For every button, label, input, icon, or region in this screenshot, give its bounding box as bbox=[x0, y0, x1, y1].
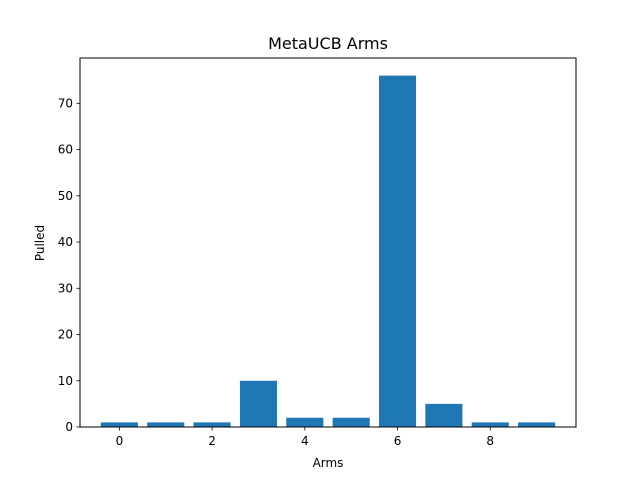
y-tick-label: 20 bbox=[58, 328, 73, 342]
y-ticks-group: 0 10 20 30 40 50 60 70 bbox=[58, 96, 80, 434]
y-tick-label: 30 bbox=[58, 281, 73, 295]
x-tick-label: 2 bbox=[208, 434, 216, 448]
x-tick-label: 0 bbox=[116, 434, 124, 448]
bar-arm-7 bbox=[425, 403, 463, 427]
bar-arm-3 bbox=[239, 380, 278, 427]
bar-arm-5 bbox=[332, 417, 370, 427]
y-tick-label: 60 bbox=[58, 143, 73, 157]
bar-arm-6 bbox=[378, 75, 417, 428]
y-tick-label: 10 bbox=[58, 374, 73, 388]
bar-arm-0 bbox=[100, 422, 138, 427]
y-tick-label: 70 bbox=[58, 96, 73, 110]
bar-arm-1 bbox=[147, 422, 185, 427]
y-tick-label: 0 bbox=[65, 420, 73, 434]
x-tick-label: 6 bbox=[394, 434, 402, 448]
chart-title: MetaUCB Arms bbox=[268, 34, 388, 53]
bar-arm-9 bbox=[518, 422, 556, 427]
bar-arm-8 bbox=[471, 422, 509, 427]
y-tick-label: 40 bbox=[58, 235, 73, 249]
x-tick-label: 8 bbox=[486, 434, 494, 448]
bars-group bbox=[100, 75, 556, 428]
bar-arm-2 bbox=[193, 422, 231, 427]
plot-frame bbox=[79, 57, 577, 428]
bar-arm-4 bbox=[286, 417, 324, 427]
x-ticks-group: 0 2 4 6 8 bbox=[116, 427, 494, 448]
y-tick-label: 50 bbox=[58, 189, 73, 203]
x-axis-label: Arms bbox=[313, 456, 344, 470]
x-tick-label: 4 bbox=[301, 434, 309, 448]
y-axis-label: Pulled bbox=[33, 225, 47, 261]
